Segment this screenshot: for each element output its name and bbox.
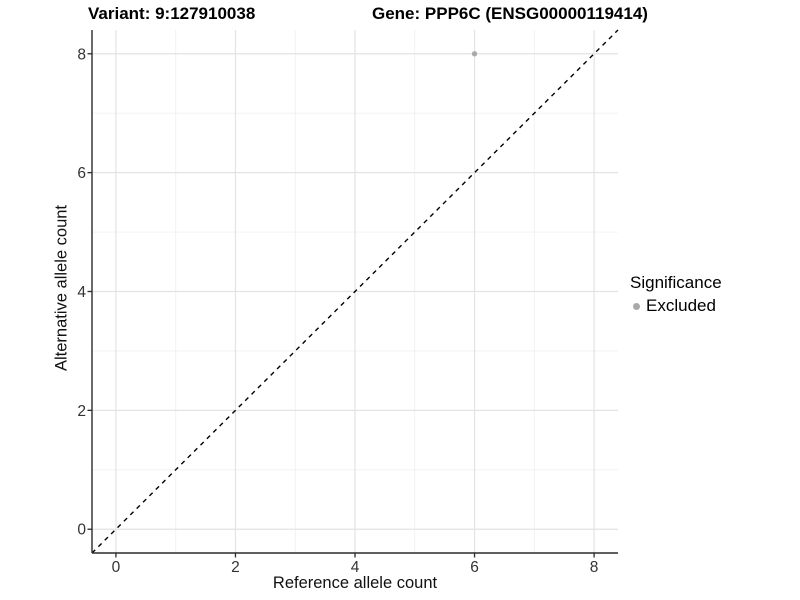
- excluded-point-icon: [633, 302, 640, 310]
- legend-title: Significance: [630, 273, 722, 292]
- y-tick-label: 2: [77, 403, 86, 420]
- x-tick-label: 4: [351, 559, 360, 576]
- identity-line: [91, 29, 619, 554]
- legend-item-label: Excluded: [646, 296, 716, 315]
- y-axis-title: Alternative allele count: [52, 204, 71, 372]
- y-tick-label: 0: [77, 522, 86, 539]
- x-tick-label: 2: [231, 559, 240, 576]
- y-tick-label: 4: [77, 284, 86, 301]
- plot-title-variant: Variant: 9:127910038: [88, 4, 256, 23]
- data-point: [471, 51, 478, 57]
- y-tick-label: 6: [77, 165, 86, 182]
- x-axis-title: Reference allele count: [272, 574, 438, 592]
- x-tick-label: 0: [112, 559, 121, 576]
- legend: Significance Excluded: [630, 273, 722, 316]
- legend-item-excluded: Excluded: [630, 296, 722, 316]
- x-tick-label: 8: [590, 559, 599, 576]
- x-tick-label: 6: [470, 559, 479, 576]
- y-tick-label: 8: [77, 46, 86, 63]
- plot-title-gene: Gene: PPP6C (ENSG00000119414): [372, 4, 648, 23]
